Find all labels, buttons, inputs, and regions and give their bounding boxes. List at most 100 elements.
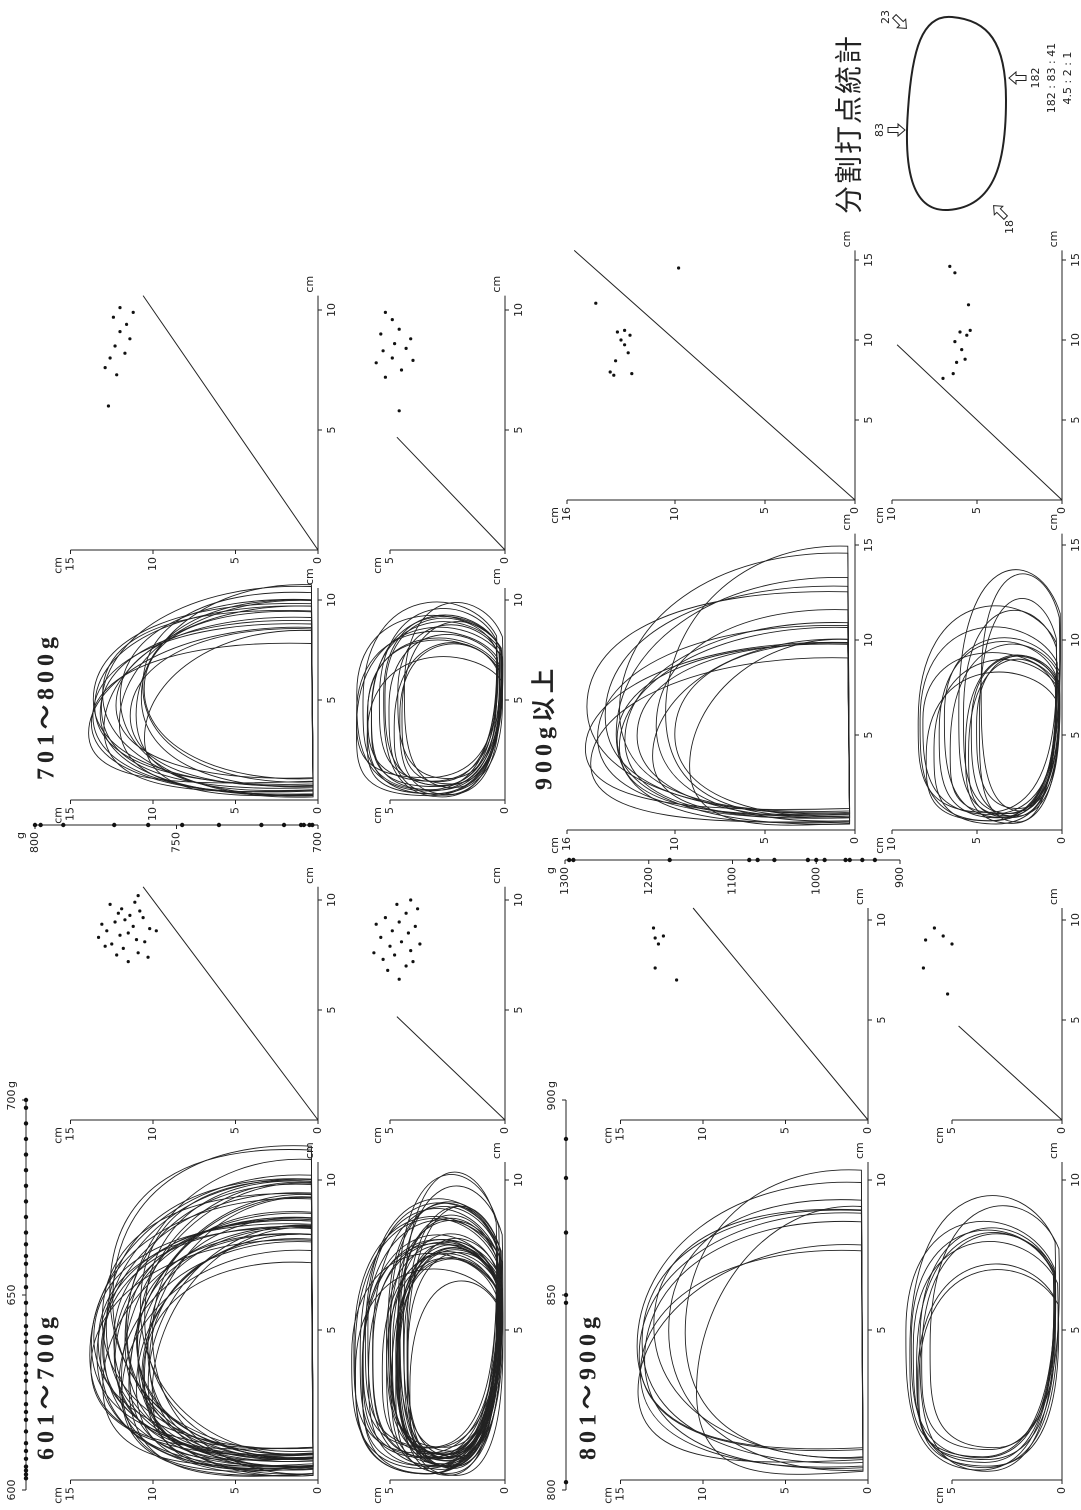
outline [624, 622, 851, 819]
weight-dot [23, 1199, 29, 1204]
x-tick-label: 5 [512, 1327, 525, 1334]
outline [684, 1169, 864, 1458]
scatter-dot [108, 902, 112, 906]
outline [668, 1199, 864, 1471]
scatter-dot [948, 264, 952, 268]
outline [93, 1223, 314, 1450]
unit-label: cm [303, 1142, 316, 1159]
outline [590, 657, 851, 823]
scatter-dot [953, 339, 957, 344]
weight-dot [23, 1284, 29, 1290]
outline [371, 621, 503, 791]
outline [356, 615, 503, 792]
x-tick-label: 10 [325, 593, 338, 607]
weight-dot [307, 822, 312, 828]
scatter-dot [123, 351, 127, 355]
weight-tick-label: 750 [170, 832, 183, 853]
outline [978, 598, 1058, 823]
outline [403, 1171, 498, 1452]
y-tick-label: 5 [970, 837, 983, 844]
y-tick-label: 0 [1055, 507, 1068, 514]
scatter-dot [608, 370, 612, 374]
x-tick-label: 10 [1069, 1173, 1081, 1187]
x-tick-label: 10 [862, 633, 875, 647]
scatter-dot [406, 931, 410, 935]
scatter-dot [404, 346, 408, 350]
weight-dot [23, 1105, 29, 1110]
outline [905, 1220, 1056, 1471]
weight-dot [23, 1230, 29, 1235]
outline [143, 1197, 314, 1470]
weight-dot [805, 857, 811, 863]
unit-label: cm [303, 276, 316, 293]
outline [615, 577, 851, 824]
y-tick-label: 10 [146, 1487, 159, 1501]
outline [965, 654, 1060, 824]
outline [638, 1212, 864, 1452]
arrow [1008, 70, 1027, 86]
scatter-dot [393, 341, 397, 346]
unit-label: cm [933, 1127, 946, 1144]
y-tick-label: 5 [229, 557, 242, 564]
outline [910, 1229, 1055, 1459]
weight-dot [23, 1214, 29, 1220]
outline [366, 656, 503, 795]
scatter-dot [126, 959, 130, 964]
scatter-dot [381, 349, 385, 353]
weight-dot [566, 857, 572, 863]
scatter-dot [675, 978, 679, 982]
x-tick-label: 15 [1069, 253, 1081, 267]
weight-dot [23, 1331, 29, 1337]
outline [137, 1181, 314, 1460]
weight-dot [747, 857, 752, 863]
y-tick-label: 15 [64, 807, 77, 821]
unit-label: cm [602, 1127, 615, 1144]
y-tick-label: 0 [498, 807, 511, 814]
unit-label: cm [548, 837, 561, 854]
x-tick-label: 5 [1069, 417, 1081, 424]
y-tick-label: 15 [64, 1127, 77, 1141]
y-tick-label: 0 [498, 1487, 511, 1494]
unit-label: cm [853, 888, 866, 905]
y-tick-label: 10 [696, 1127, 709, 1141]
unit-label: cm [1047, 514, 1060, 531]
unit-label: cm [303, 568, 316, 585]
scatter-dot [141, 915, 145, 920]
weight-dot [23, 1261, 29, 1266]
x-tick-label: 5 [862, 732, 875, 739]
unit-label: g [14, 832, 27, 839]
outline [102, 1225, 314, 1467]
x-tick-label: 5 [875, 1327, 888, 1334]
x-tick-label: 10 [325, 1173, 338, 1187]
y-tick-label: 5 [383, 1127, 396, 1134]
x-tick-label: 10 [512, 893, 525, 907]
y-tick-label: 5 [758, 507, 771, 514]
outline [102, 610, 314, 797]
scatter-dot [116, 911, 120, 915]
scatter-dot [594, 301, 598, 305]
y-tick-label: 10 [885, 507, 898, 521]
count-label: 23 [879, 10, 892, 24]
scatter-dot [404, 911, 408, 915]
scatter-dot [966, 303, 971, 307]
x-tick-label: 5 [325, 697, 338, 704]
scatter-dot [661, 934, 666, 938]
weight-tick-label: 700 [5, 1090, 18, 1111]
y-tick-label: 0 [498, 1127, 511, 1134]
weight-tick-label: 800 [28, 832, 41, 853]
scatter-dot [136, 893, 140, 898]
x-tick-label: 5 [1069, 732, 1081, 739]
outline [943, 637, 1061, 818]
outline [398, 1240, 499, 1476]
y-tick-label: 16 [560, 507, 573, 521]
weight-tick-label: 1100 [726, 867, 739, 895]
weight-dot [23, 1448, 29, 1454]
weight-dot [667, 857, 672, 863]
x-tick-label: 5 [325, 1327, 338, 1334]
diagram-title: 分割打点統計 [833, 34, 865, 214]
scatter-dot [383, 375, 387, 379]
y-tick-label: 0 [861, 1127, 874, 1134]
group-title: 900g以上 [531, 664, 558, 790]
scatter-dot [932, 926, 937, 930]
